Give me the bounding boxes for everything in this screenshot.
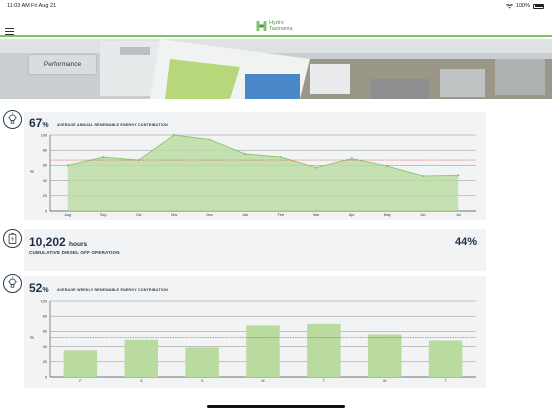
x-tick-label: Jun [420, 213, 426, 217]
hero-photo [0, 39, 552, 99]
x-tick-label: F [79, 379, 82, 383]
series-line [67, 134, 459, 177]
status-time: 11:03 AM [7, 3, 30, 9]
x-tick-label: T [444, 379, 447, 383]
logo-mark-icon [256, 21, 267, 31]
status-right: 100% [505, 3, 544, 9]
y-tick-label: 0 [45, 209, 47, 213]
diesel-percent: 44% [455, 236, 478, 248]
battery-icon [3, 229, 22, 248]
x-tick-label: Jul [456, 213, 461, 217]
y-tick-label: 60 [43, 164, 47, 168]
home-indicator[interactable] [207, 405, 345, 408]
x-tick-label: T [323, 379, 326, 383]
y-tick-label: 100 [41, 299, 47, 303]
area-fill [67, 135, 459, 211]
y-tick-label: 40 [43, 345, 47, 349]
bar [246, 325, 280, 377]
bulb-icon [3, 274, 22, 293]
y-tick-label: 20 [43, 194, 47, 198]
data-point [457, 174, 460, 177]
data-point [173, 133, 176, 137]
data-point [386, 165, 389, 168]
battery-percent: 100% [515, 3, 530, 9]
x-tick-label: Dec [207, 213, 214, 217]
y-tick-label: 100 [41, 133, 47, 137]
bar [124, 339, 159, 377]
y-tick-label: 80 [43, 149, 47, 153]
annual-caption: AVERAGE ANNUAL RENEWABLE ENERGY CONTRIBU… [57, 123, 168, 127]
y-tick-label: 0 [45, 375, 47, 379]
data-point [66, 164, 69, 167]
x-tick-label: Jan [242, 213, 248, 217]
x-tick-label: May [384, 213, 391, 217]
logo-line1: Hydro [269, 20, 284, 26]
data-point [421, 174, 424, 178]
data-point [102, 155, 105, 159]
y-axis-label: % [30, 335, 34, 340]
data-point [244, 152, 247, 156]
y-tick-label: 80 [43, 315, 47, 319]
diesel-card [24, 229, 486, 271]
data-point [350, 157, 353, 160]
data-point [208, 138, 211, 141]
wifi-icon [505, 3, 513, 8]
bar [185, 347, 219, 377]
bar [63, 350, 98, 377]
y-tick-label: 20 [43, 360, 47, 364]
bar [307, 323, 341, 377]
annual-area-chart: 0 20 40 60 80 100% Aug Sep Oct Nov Dec Jan Feb Mar Apr… [30, 133, 476, 217]
y-tick-label: 40 [43, 179, 47, 183]
hydro-tasmania-logo: Hydro Tasmania [256, 20, 293, 32]
weekly-bar-chart: 0 20 40 60 80 100% F S S M T W T [30, 299, 476, 383]
x-tick-label: Aug [65, 213, 71, 217]
status-date: Fri Aug 21 [31, 3, 57, 9]
x-tick-label: S [201, 379, 204, 383]
x-tick-label: Oct [136, 213, 142, 217]
app-header: Hydro Tasmania [0, 12, 552, 37]
bulb-icon [3, 110, 22, 129]
performance-button[interactable]: Performance [29, 55, 96, 74]
y-tick-label: 60 [43, 330, 47, 334]
annual-value: 67% [29, 116, 49, 130]
x-tick-label: S [140, 379, 143, 383]
hero-image [0, 39, 552, 99]
x-tick-label: Apr [349, 213, 355, 217]
bar [367, 334, 402, 377]
x-tick-label: Nov [171, 213, 178, 217]
weekly-value: 52% [29, 281, 49, 295]
x-tick-label: Feb [278, 213, 284, 217]
logo-line2: Tasmania [269, 26, 293, 32]
x-tick-label: M [262, 379, 265, 383]
data-point [315, 166, 318, 169]
x-tick-label: Mar [313, 213, 320, 217]
data-point [279, 155, 282, 159]
x-tick-label: W [383, 379, 387, 383]
battery-icon [533, 3, 544, 9]
menu-icon[interactable] [5, 28, 14, 35]
weekly-caption: AVERAGE WEEKLY RENEWABLE ENERGY CONTRIBU… [57, 288, 168, 292]
y-axis-label: % [30, 169, 34, 174]
diesel-hours: 10,202 hours [29, 235, 88, 249]
bar [428, 340, 463, 377]
status-bar: 11:03 AM Fri Aug 21 100% [0, 0, 552, 12]
diesel-caption: CUMULATIVE DIESEL OFF OPERATION [29, 250, 120, 255]
x-tick-label: Sep [100, 213, 106, 217]
